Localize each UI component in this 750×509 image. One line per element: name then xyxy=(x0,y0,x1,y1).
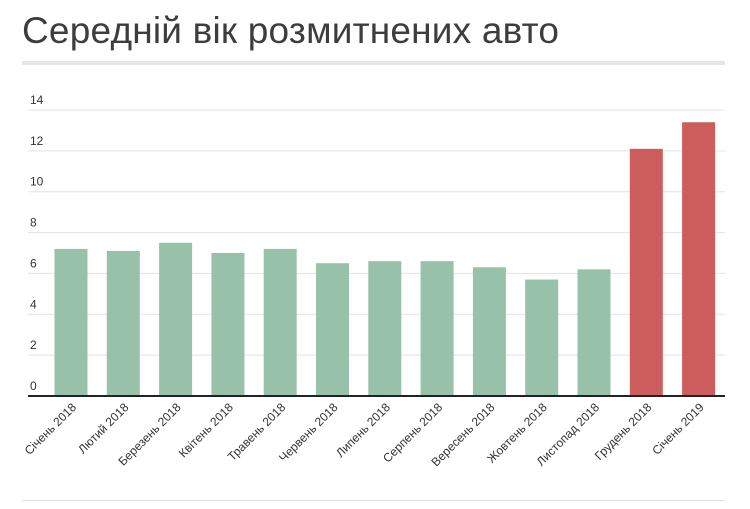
bar xyxy=(368,261,402,396)
y-tick-label: 12 xyxy=(30,134,44,148)
bar xyxy=(263,248,297,396)
y-axis-ticks: 0 2 4 6 8 10 12 14 xyxy=(30,93,44,393)
bar xyxy=(54,248,88,396)
bar xyxy=(420,261,454,396)
bottom-divider xyxy=(22,500,725,501)
bar xyxy=(159,242,193,396)
y-tick-label: 2 xyxy=(30,338,37,352)
x-tick-label: Лютий 2018 xyxy=(75,400,131,456)
chart-title: Середній вік розмитнених авто xyxy=(22,10,560,51)
bars xyxy=(54,122,716,396)
bar xyxy=(577,269,611,396)
bar xyxy=(682,122,716,396)
x-tick-label: Січень 2018 xyxy=(22,400,80,458)
x-tick-label: Січень 2019 xyxy=(649,400,707,458)
y-tick-label: 14 xyxy=(30,93,44,107)
bar xyxy=(106,250,140,396)
y-tick-label: 4 xyxy=(30,297,37,311)
bar xyxy=(525,279,559,396)
title-divider xyxy=(22,61,725,65)
y-tick-label: 10 xyxy=(30,175,44,189)
bar xyxy=(211,253,245,396)
y-tick-label: 8 xyxy=(30,216,37,230)
bar xyxy=(316,263,349,396)
bar xyxy=(472,267,506,396)
y-tick-label: 6 xyxy=(30,256,37,270)
bar xyxy=(629,148,663,396)
y-tick-label: 0 xyxy=(30,379,37,393)
